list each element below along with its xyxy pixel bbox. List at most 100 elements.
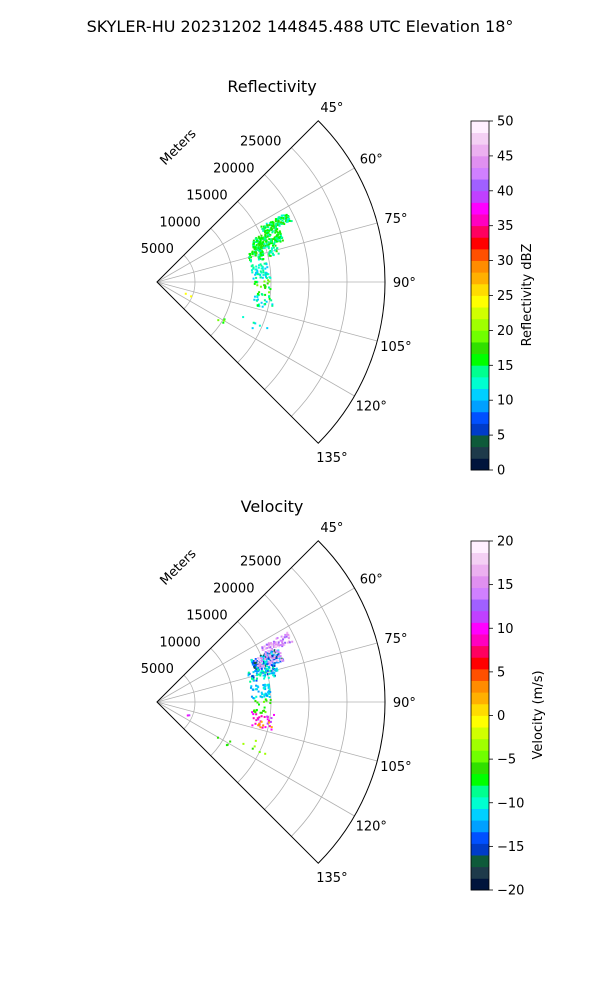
radar-gate — [280, 216, 283, 219]
colorbar-tick-label: 5 — [497, 429, 505, 444]
r-tick-label: 25000 — [240, 135, 281, 150]
radar-gate — [274, 249, 277, 252]
radar-gate — [266, 224, 269, 227]
radar-gate — [258, 250, 261, 253]
radar-gate — [273, 713, 276, 716]
radar-gate — [256, 701, 259, 704]
radar-gate — [263, 667, 266, 670]
radar-gate — [260, 667, 263, 670]
radar-gate — [275, 661, 278, 664]
radar-gate — [260, 234, 263, 237]
radar-gate — [270, 241, 273, 244]
colorbar-segment — [471, 400, 489, 413]
radar-gate — [266, 231, 269, 234]
reflectivity-polar-axes: 45° 60° 75° 90° 105° 120° 135° 5000 10000 15000 20… — [141, 101, 416, 466]
radar-gate — [258, 244, 261, 247]
radar-gate — [286, 220, 289, 223]
colorbar-tick-label: 20 — [497, 324, 514, 339]
r-tick-label: 10000 — [159, 215, 200, 230]
radar-gate — [266, 226, 269, 229]
radar-gate — [257, 670, 260, 673]
colorbar-segment — [471, 237, 489, 250]
radar-gate — [260, 657, 263, 660]
radar-gate — [272, 225, 275, 228]
radar-gate — [264, 726, 267, 729]
radar-gate — [254, 254, 257, 257]
r-tick-label: 10000 — [159, 635, 200, 650]
radar-gate — [273, 649, 276, 652]
radar-gate — [252, 717, 255, 720]
radar-gate — [254, 251, 257, 254]
radar-gate — [264, 653, 267, 656]
radar-gate — [277, 641, 280, 644]
radar-gate — [279, 235, 282, 238]
colorbar-segment — [471, 330, 489, 343]
radar-gate — [253, 745, 256, 748]
radar-gate — [259, 257, 262, 260]
radar-gate — [264, 293, 267, 296]
radar-gate — [256, 299, 259, 302]
radar-gate — [277, 649, 280, 652]
radar-gate — [254, 237, 257, 240]
radar-gate — [186, 714, 189, 717]
radar-gate — [262, 229, 265, 232]
radar-gate — [271, 660, 274, 663]
radar-gate — [277, 652, 280, 655]
radar-gate — [257, 657, 260, 660]
radar-gate — [255, 272, 258, 275]
radar-gate — [257, 248, 260, 251]
radar-gate — [252, 242, 255, 245]
radar-gate — [270, 226, 273, 229]
theta-tick-label: 105° — [380, 760, 411, 775]
colorbar-tick-label: 40 — [497, 184, 514, 199]
radar-gate — [280, 659, 283, 662]
colorbar-segment — [471, 155, 489, 168]
radar-gate — [277, 233, 280, 236]
radar-gate — [268, 243, 271, 246]
radar-gate — [262, 684, 265, 687]
colorbar-tick-label: −20 — [497, 884, 524, 899]
radar-gate — [261, 656, 264, 659]
radar-gate — [263, 645, 266, 648]
radar-gate — [260, 691, 263, 694]
velocity-title: Velocity — [241, 497, 304, 516]
radar-gate — [262, 724, 265, 727]
colorbar-segment — [471, 785, 489, 798]
radar-gate — [267, 690, 270, 693]
radar-gate — [261, 267, 264, 270]
radar-gate — [277, 223, 280, 226]
angular-grid-line — [156, 642, 378, 703]
radar-gate — [262, 271, 265, 274]
colorbar-segment — [471, 843, 489, 856]
radar-gate — [266, 715, 269, 718]
radar-gate — [255, 672, 258, 675]
radar-gate — [250, 685, 253, 688]
colorbar-segment — [471, 657, 489, 670]
radar-gate — [275, 219, 278, 222]
radar-gate — [269, 720, 272, 723]
radar-gate — [267, 286, 270, 289]
radar-gate — [286, 641, 289, 644]
radar-gate — [255, 244, 258, 247]
radar-gate — [261, 227, 264, 230]
radar-gate — [250, 658, 253, 661]
radar-gate — [275, 637, 278, 640]
radar-gate — [266, 665, 269, 668]
radar-gate — [259, 667, 262, 670]
radar-gate — [259, 672, 262, 675]
radar-gate — [281, 658, 284, 661]
radar-gate — [280, 222, 283, 225]
radar-gate — [252, 710, 255, 713]
radar-gate — [251, 271, 254, 274]
radar-gate — [256, 295, 259, 298]
colorbar-segment — [471, 541, 489, 554]
velocity-panel: Velocity Meters 45° 60° 75° 90° 105° 120° 135°… — [141, 497, 546, 899]
radar-gate — [265, 222, 268, 225]
radar-gate — [277, 650, 280, 653]
radar-gate — [269, 242, 272, 245]
radar-gate — [267, 661, 270, 664]
radar-gate — [255, 708, 258, 711]
radar-gate — [273, 664, 276, 667]
radar-gate — [248, 672, 251, 675]
radar-gate — [279, 655, 282, 658]
